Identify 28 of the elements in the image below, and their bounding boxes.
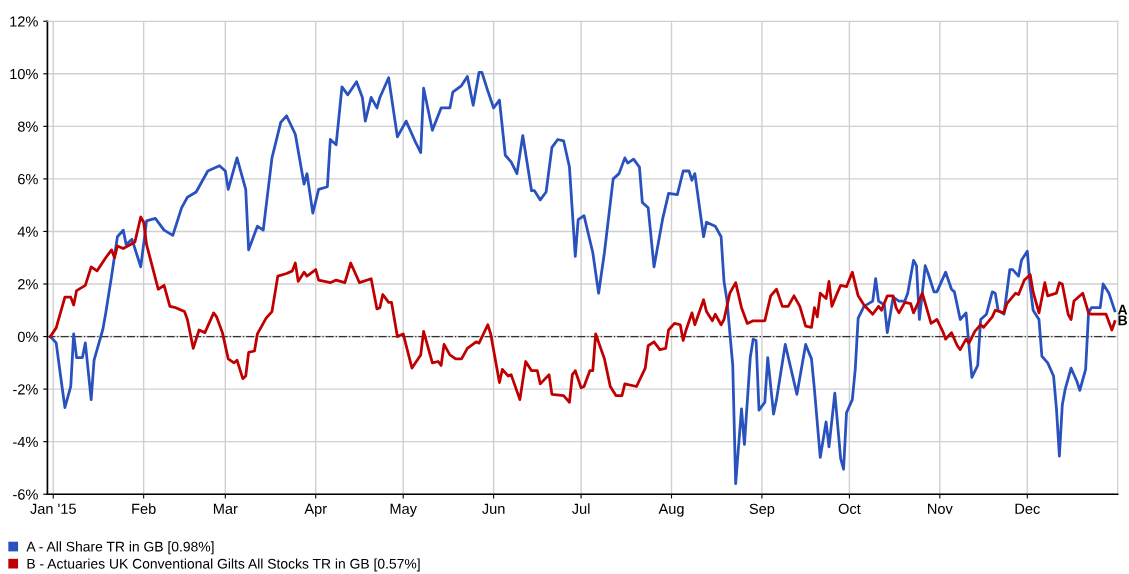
x-tick-label: Nov	[928, 503, 953, 514]
y-tick-label: 4%	[17, 226, 38, 237]
x-tick-label: Mar	[213, 503, 238, 514]
y-tick-label: -6%	[13, 489, 38, 500]
x-tick-label: Oct	[838, 503, 861, 514]
x-tick-label: Jul	[572, 503, 590, 514]
annotation: B	[1118, 315, 1127, 326]
y-tick-label: 10%	[10, 68, 38, 80]
y-tick-label: 6%	[18, 174, 38, 185]
x-tick-label: Feb	[132, 503, 156, 514]
legend-label: B - Actuaries UK Conventional Gilts All Stocks TR in GB [0.57%]	[27, 558, 420, 572]
y-tick-label: -2%	[13, 384, 38, 395]
annotation: A	[1117, 304, 1128, 315]
x-tick-label: Jan '15	[30, 503, 76, 514]
line-series	[48, 71, 1117, 486]
y-tick-label: 0%	[17, 331, 38, 342]
x-tick-label: Aug	[658, 503, 684, 517]
y-tick-label: 8%	[17, 121, 38, 132]
y-tick-label: 2%	[18, 279, 38, 290]
x-tick-label: Sep	[749, 503, 775, 517]
x-tick-label: Dec	[1015, 503, 1040, 514]
x-tick-label: Apr	[304, 503, 327, 517]
y-tick-label: -4%	[13, 436, 38, 448]
legend-label: A - All Share TR in GB [0.98%]	[26, 541, 214, 555]
x-tick-label: May	[390, 503, 417, 517]
x-tick-label: Jun	[482, 503, 505, 514]
y-tick-label: 12%	[10, 16, 38, 27]
line-series	[48, 215, 1117, 404]
